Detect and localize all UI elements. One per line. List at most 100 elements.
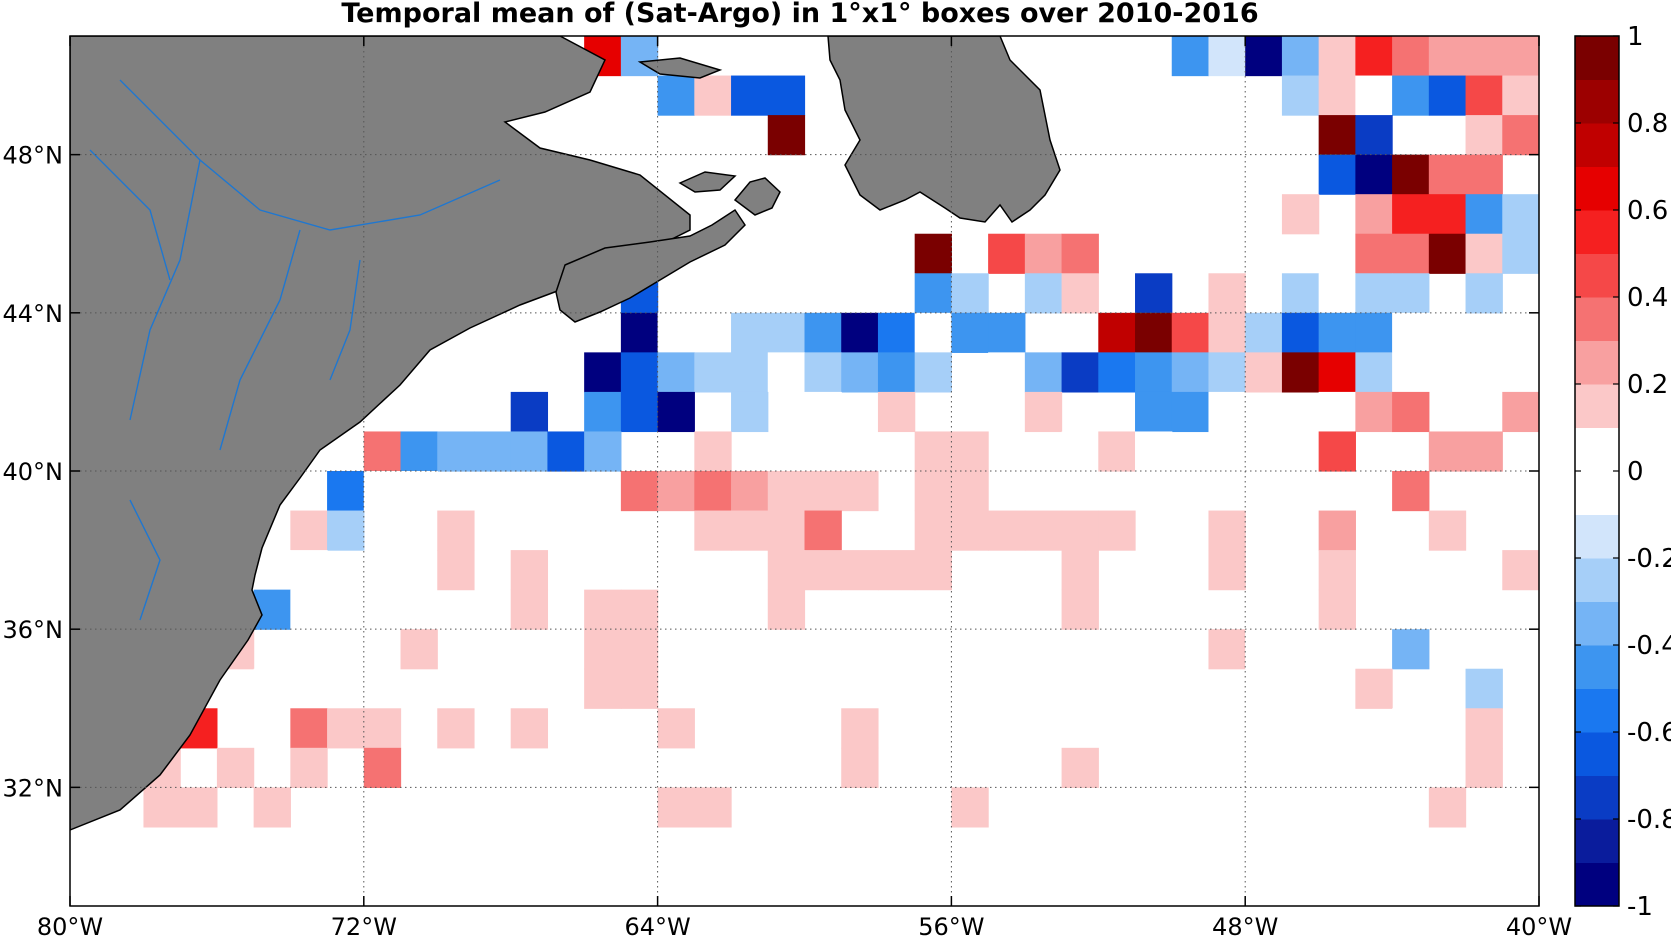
- heatmap-cell: [510, 708, 549, 749]
- heatmap-cell: [1502, 233, 1539, 274]
- heatmap-cell: [841, 352, 879, 393]
- colorbar-block: [1575, 775, 1619, 820]
- heatmap-cell: [914, 233, 952, 274]
- heatmap-cell: [1392, 75, 1430, 116]
- heatmap-cell: [547, 431, 585, 472]
- heatmap-cell: [1135, 312, 1173, 353]
- colorbar-tick-label: 0.4: [1627, 283, 1668, 313]
- heatmap-cell: [731, 312, 769, 353]
- heatmap-cell: [1428, 154, 1467, 195]
- colorbar-block: [1575, 253, 1619, 298]
- heatmap-cell: [914, 431, 952, 472]
- heatmap-cell: [731, 352, 769, 393]
- heatmap-cell: [804, 550, 842, 591]
- heatmap-cell: [1061, 352, 1099, 393]
- land-nova-scotia: [555, 208, 746, 323]
- heatmap-cell: [694, 75, 732, 116]
- heatmap-cell: [437, 431, 475, 472]
- heatmap-cell: [731, 747, 769, 788]
- heatmap-cell: [1208, 391, 1246, 433]
- heatmap-cell: [1428, 431, 1467, 472]
- heatmap-cell: [914, 471, 952, 512]
- heatmap-cell: [657, 352, 695, 393]
- heatmap-cell: [584, 391, 622, 433]
- heatmap-cell: [1245, 629, 1283, 670]
- heatmap-cell: [1318, 154, 1356, 195]
- colorbar-tick-label: 0.6: [1627, 196, 1668, 226]
- heatmap-cell: [767, 115, 806, 156]
- heatmap-cell: [841, 747, 879, 788]
- heatmap-cell: [988, 312, 1026, 353]
- heatmap-cell: [1061, 589, 1099, 630]
- heatmap-cell: [951, 510, 989, 551]
- heatmap-cell: [1355, 75, 1393, 116]
- heatmap-cell: [877, 550, 916, 591]
- heatmap-cell: [657, 75, 695, 116]
- heatmap-cell: [694, 431, 732, 472]
- heatmap-cell: [1135, 431, 1173, 472]
- x-axis-ticks: 80°W 72°W 64°W 56°W 48°W 40°W: [37, 36, 1572, 938]
- heatmap-cell: [1355, 668, 1393, 709]
- heatmap-cell: [1539, 155, 1576, 195]
- heatmap-cell: [1465, 668, 1503, 709]
- heatmap-cell: [1502, 550, 1539, 591]
- heatmap-cell: [1465, 194, 1503, 235]
- colorbar-block: [1575, 645, 1619, 689]
- heatmap-cell: [510, 589, 549, 630]
- heatmap-cell: [1061, 550, 1099, 591]
- heatmap-cell: [841, 471, 879, 512]
- heatmap-cell: [400, 629, 438, 670]
- x-tick-label: 80°W: [37, 913, 103, 938]
- colorbar-tick-label: 0: [1627, 457, 1644, 487]
- heatmap-cell: [1318, 36, 1356, 77]
- heatmap-cell: [1539, 590, 1576, 630]
- heatmap-cell: [1355, 273, 1393, 314]
- heatmap-cell: [1135, 352, 1173, 393]
- heatmap-cell: [951, 471, 989, 512]
- heatmap-cell: [988, 510, 1026, 551]
- heatmap-cell: [363, 471, 402, 512]
- heatmap-cell: [1318, 431, 1356, 472]
- heatmap-cell: [1245, 352, 1283, 393]
- heatmap-cell: [1281, 510, 1320, 551]
- heatmap-cell: [437, 708, 475, 749]
- heatmap-cell: [1465, 115, 1503, 156]
- heatmap-cell: [180, 787, 218, 828]
- heatmap-cell: [1135, 273, 1173, 314]
- colorbar-block: [1575, 123, 1619, 167]
- colorbar-tick-label: -0.6: [1627, 718, 1671, 748]
- heatmap-cell: [841, 550, 879, 591]
- heatmap-cell: [877, 273, 916, 314]
- heatmap-cell: [1208, 273, 1246, 314]
- heatmap-cell: [1392, 312, 1430, 353]
- y-tick-label: 36°N: [3, 616, 64, 644]
- heatmap-cell: [620, 668, 659, 709]
- heatmap-cell: [804, 312, 842, 353]
- colorbar-tick-label: -0.4: [1627, 631, 1671, 661]
- heatmap-cell: [767, 75, 806, 116]
- heatmap-cell: [804, 471, 842, 512]
- heatmap-cell: [1392, 352, 1430, 393]
- colorbar-block: [1575, 79, 1619, 124]
- heatmap-cell: [1098, 510, 1136, 551]
- y-tick-label: 40°N: [3, 458, 64, 486]
- heatmap-cell: [620, 629, 659, 670]
- heatmap-cell: [1135, 391, 1173, 433]
- heatmap-cell: [1171, 36, 1210, 77]
- colorbar-tick-label: -0.8: [1627, 805, 1671, 835]
- y-tick-label: 44°N: [3, 300, 64, 328]
- x-tick-label: 56°W: [918, 913, 984, 938]
- heatmap-cell: [694, 787, 732, 828]
- heatmap-cell: [1318, 352, 1356, 393]
- heatmap-cell: [694, 471, 732, 512]
- heatmap-cell: [1208, 431, 1246, 472]
- heatmap-cell: [327, 708, 365, 749]
- heatmap-cell: [1502, 352, 1539, 393]
- land-anticosti: [637, 57, 723, 79]
- heatmap-cell: [1171, 352, 1210, 393]
- gridlines: [70, 36, 1539, 906]
- heatmap-cell: [767, 510, 806, 551]
- heatmap-cell: [1539, 234, 1576, 274]
- y-axis-ticks: 32°N 36°N 40°N 44°N 48°N: [3, 142, 1539, 802]
